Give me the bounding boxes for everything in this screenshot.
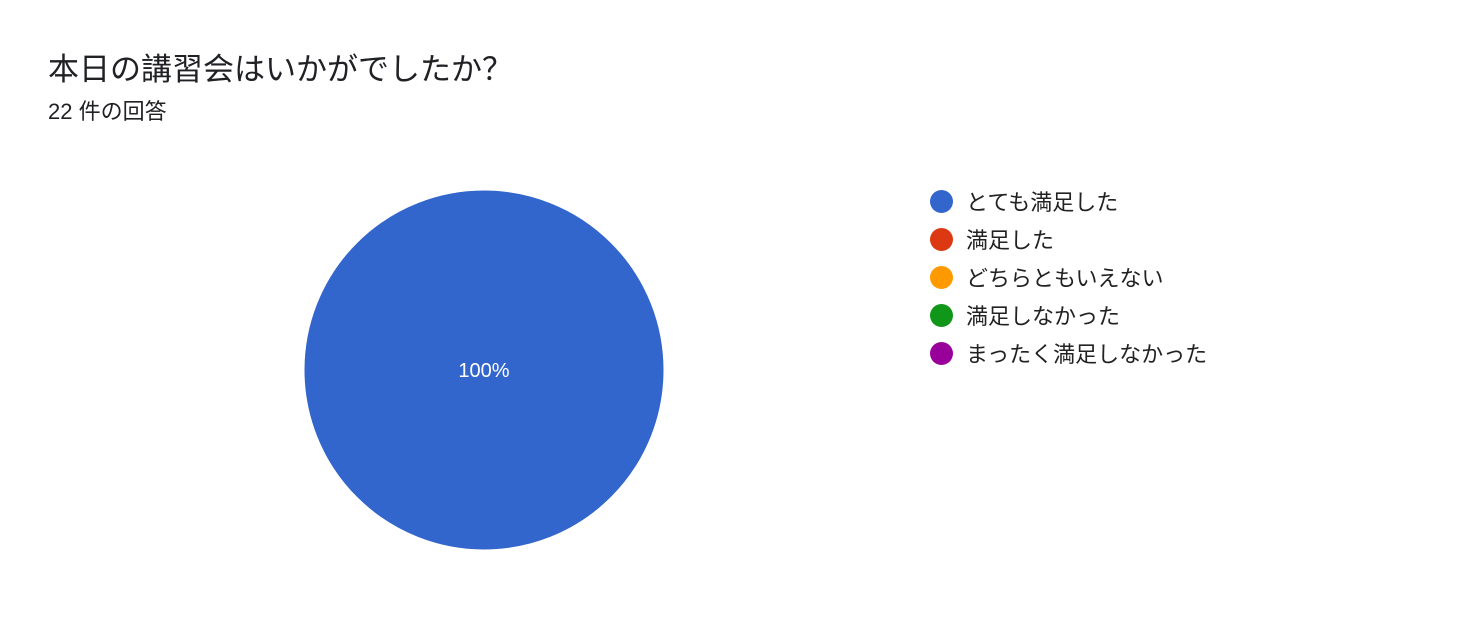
legend-label: 満足しなかった	[966, 304, 1121, 329]
legend-color-dot-icon	[930, 189, 953, 213]
pie-slice	[303, 189, 665, 551]
legend-item[interactable]: 満足した	[930, 220, 1207, 258]
legend-item[interactable]: どちらともいえない	[930, 258, 1207, 296]
legend-item[interactable]: とても満足した	[930, 182, 1207, 220]
chart-legend: とても満足した 満足したどちらともいえない 満足しなかったまったく満足しなかった	[930, 182, 1207, 372]
legend-color-dot-icon	[930, 227, 953, 251]
legend-color-dot-icon	[930, 265, 953, 289]
legend-label: まったく満足しなかった	[966, 342, 1208, 367]
legend-label: とても満足した	[966, 190, 1119, 215]
question-title: 本日の講習会はいかがでしたか？	[48, 52, 513, 87]
legend-item[interactable]: 満足しなかった	[930, 296, 1207, 334]
legend-color-dot-icon	[930, 303, 953, 327]
legend-label: 満足した	[966, 228, 1055, 253]
legend-item[interactable]: まったく満足しなかった	[930, 334, 1207, 372]
slice-data-label: 100%	[458, 360, 509, 382]
legend-label: どちらともいえない	[966, 266, 1164, 291]
legend-color-dot-icon	[930, 341, 953, 365]
response-count: 22 件の回答	[48, 99, 167, 124]
